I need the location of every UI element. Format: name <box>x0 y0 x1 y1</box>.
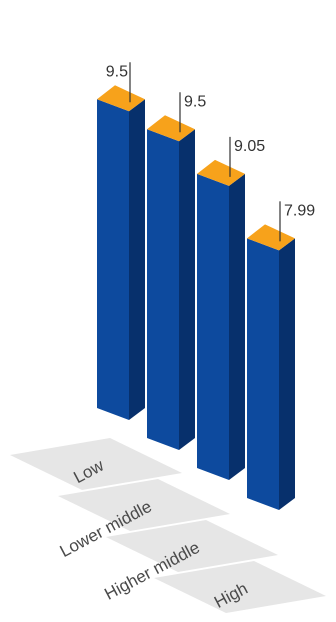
bar-top-high <box>247 224 295 251</box>
bar-front-higher-middle <box>197 173 229 480</box>
bar-side-higher-middle <box>229 173 245 480</box>
category-bands <box>10 438 326 613</box>
bars <box>97 85 295 510</box>
bar-top-low <box>97 85 145 112</box>
category-band-higher-middle <box>106 520 278 572</box>
value-label-lower-middle: 9.5 <box>184 93 206 110</box>
bar-front-high <box>247 238 279 510</box>
value-label-low: 9.5 <box>106 63 128 80</box>
bar-side-low <box>129 99 145 420</box>
bar-side-lower-middle <box>179 129 195 450</box>
value-label-higher-middle: 9.05 <box>234 138 265 155</box>
bar-top-lower-middle <box>147 115 195 142</box>
bar-front-lower-middle <box>147 129 179 450</box>
category-band-high <box>154 561 326 613</box>
bar-side-high <box>279 238 295 510</box>
bar-top-higher-middle <box>197 159 245 186</box>
category-band-lower-middle <box>58 479 230 531</box>
value-label-high: 7.99 <box>284 202 315 219</box>
category-band-low <box>10 438 182 490</box>
bar-front-low <box>97 99 129 420</box>
value-labels: 9.5 9.5 9.05 7.99 <box>106 62 315 242</box>
